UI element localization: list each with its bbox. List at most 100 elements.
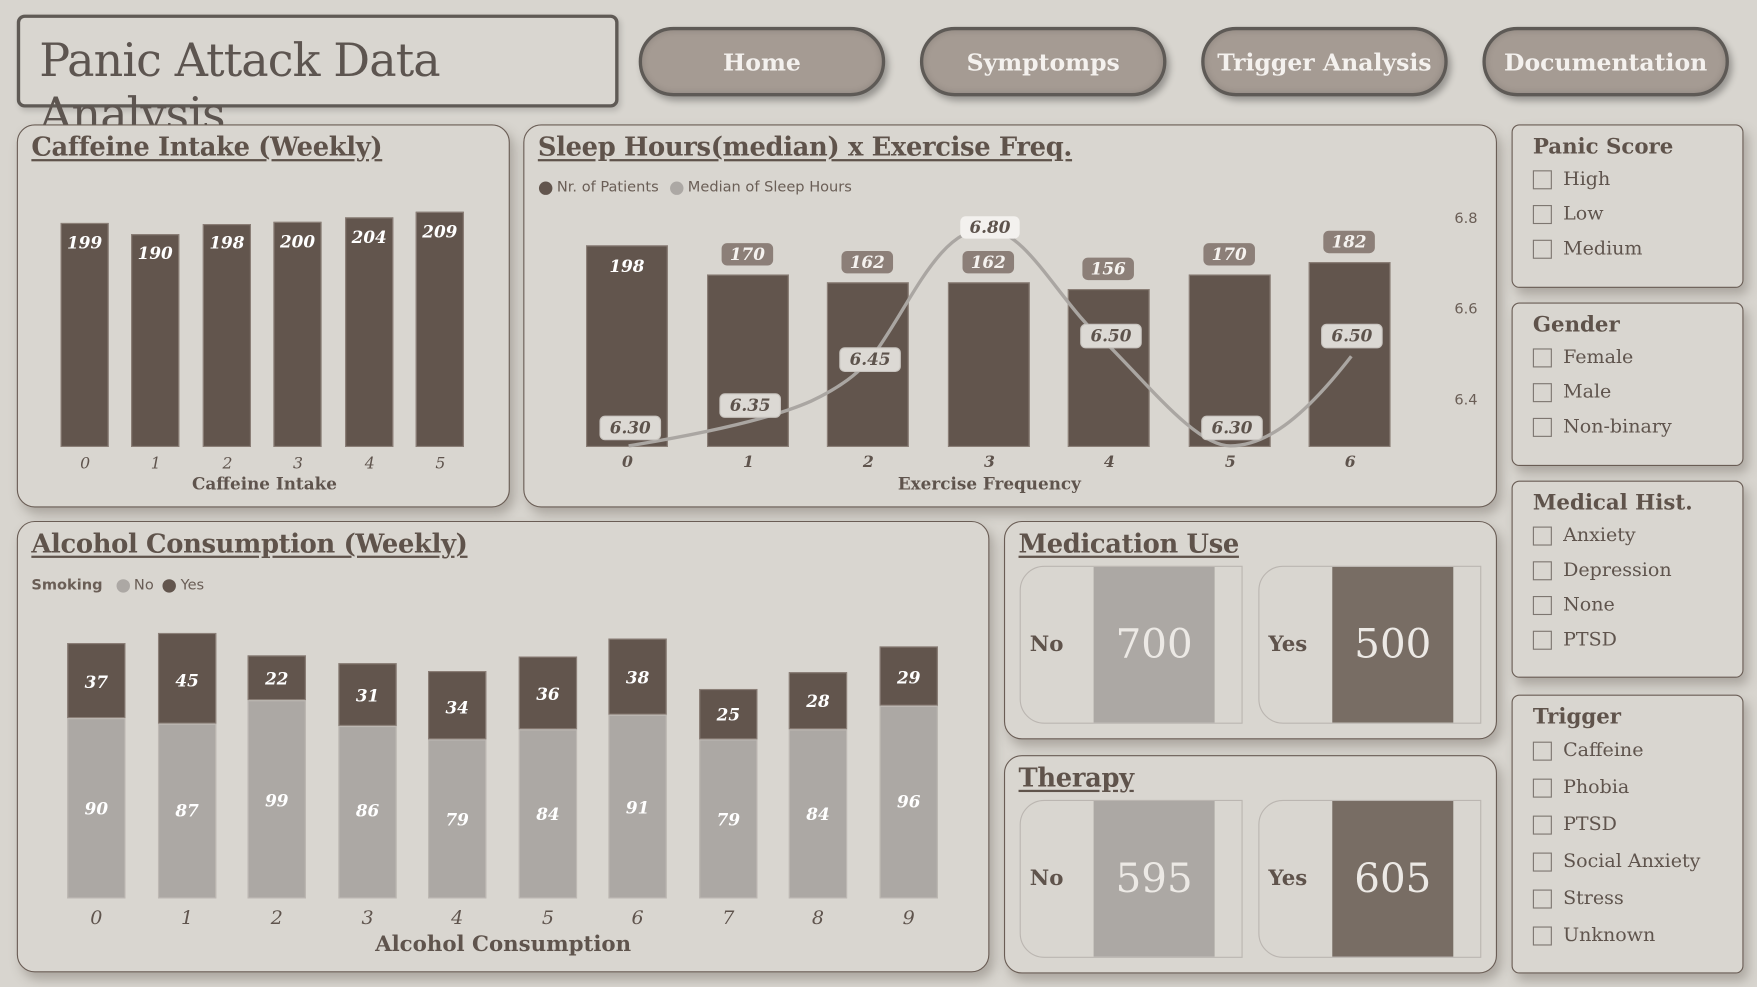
caffeine-bar-1[interactable] xyxy=(131,234,180,447)
alcohol-no-segment-8[interactable] xyxy=(788,729,848,899)
alcohol-no-segment-1[interactable] xyxy=(157,723,217,899)
checkbox[interactable] xyxy=(1532,630,1552,650)
x-axis-label: Exercise Frequency xyxy=(897,473,1081,495)
x-tick: 3 xyxy=(983,453,995,472)
slicer-option-phobia[interactable]: Phobia xyxy=(1532,776,1629,799)
alcohol-no-label: 84 xyxy=(536,804,560,825)
nav-documentation-button[interactable]: Documentation xyxy=(1482,26,1729,97)
card-value: 605 xyxy=(1332,801,1454,957)
checkbox[interactable] xyxy=(1532,560,1552,580)
alcohol-no-segment-6[interactable] xyxy=(608,714,667,899)
slicer-title: Panic Score xyxy=(1532,134,1674,160)
alcohol-yes-segment-4[interactable] xyxy=(428,671,487,740)
checkbox[interactable] xyxy=(1532,417,1552,437)
option-label: Caffeine xyxy=(1563,739,1644,762)
nav-symptoms-button[interactable]: Symptomps xyxy=(919,26,1167,97)
alcohol-yes-segment-1[interactable] xyxy=(157,632,217,724)
patients-bar-label: 198 xyxy=(609,256,645,277)
checkbox[interactable] xyxy=(1532,815,1552,835)
patients-bar-1[interactable] xyxy=(707,274,789,447)
caffeine-bar-4[interactable] xyxy=(345,217,394,447)
slicer-option-depression[interactable]: Depression xyxy=(1532,559,1672,581)
caffeine-bar-5[interactable] xyxy=(415,211,464,447)
slicer-option-low[interactable]: Low xyxy=(1532,203,1604,225)
x-tick: 0 xyxy=(90,907,103,930)
sleep-median-line xyxy=(628,226,1353,448)
slicer-option-ptsd[interactable]: PTSD xyxy=(1532,813,1617,836)
slicer-option-non-binary[interactable]: Non-binary xyxy=(1532,415,1672,439)
slicer-option-anxiety[interactable]: Anxiety xyxy=(1532,524,1636,547)
therapy-yes-card[interactable]: Yes 605 xyxy=(1258,799,1482,958)
x-tick: 2 xyxy=(270,907,283,930)
slicer-option-social-anxiety[interactable]: Social Anxiety xyxy=(1532,850,1700,873)
medication-yes-card[interactable]: Yes 500 xyxy=(1258,565,1482,724)
panic-score-slicer: Panic Score High Low Medium xyxy=(1511,124,1744,288)
checkbox[interactable] xyxy=(1532,851,1552,872)
alcohol-no-segment-0[interactable] xyxy=(67,718,126,899)
checkbox[interactable] xyxy=(1532,595,1552,615)
sleep-point-label: 6.80 xyxy=(960,216,1020,239)
alcohol-no-segment-3[interactable] xyxy=(338,725,397,899)
nav-home-button[interactable]: Home xyxy=(638,26,886,97)
therapy-title: Therapy xyxy=(1018,762,1135,794)
alcohol-yes-segment-8[interactable] xyxy=(788,672,848,730)
alcohol-yes-segment-9[interactable] xyxy=(879,646,938,706)
checkbox[interactable] xyxy=(1532,204,1552,224)
x-tick: 1 xyxy=(743,453,754,472)
option-label: Male xyxy=(1563,380,1612,404)
sleep-exercise-chart-panel: Sleep Hours(median) x Exercise Freq. Nr.… xyxy=(523,124,1497,508)
medication-no-card[interactable]: No 700 xyxy=(1019,565,1243,724)
slicer-option-none[interactable]: None xyxy=(1532,594,1615,616)
alcohol-yes-segment-0[interactable] xyxy=(67,643,126,719)
checkbox[interactable] xyxy=(1532,741,1552,761)
alcohol-no-segment-2[interactable] xyxy=(247,700,306,899)
option-label: Female xyxy=(1563,346,1634,369)
caffeine-bar-2[interactable] xyxy=(202,224,251,447)
patients-bar-0[interactable] xyxy=(586,245,668,447)
option-label: Stress xyxy=(1563,887,1624,910)
caffeine-bar-3[interactable] xyxy=(273,221,322,447)
checkbox[interactable] xyxy=(1532,525,1552,546)
alcohol-no-segment-5[interactable] xyxy=(518,729,578,899)
alcohol-yes-segment-3[interactable] xyxy=(338,663,397,726)
card-value: 500 xyxy=(1332,566,1454,723)
alcohol-yes-segment-7[interactable] xyxy=(699,688,758,740)
alcohol-yes-segment-5[interactable] xyxy=(518,656,578,730)
alcohol-no-segment-7[interactable] xyxy=(699,739,758,899)
slicer-option-high[interactable]: High xyxy=(1532,168,1610,190)
alcohol-no-segment-4[interactable] xyxy=(428,739,487,899)
patients-bar-3[interactable] xyxy=(947,282,1030,447)
slicer-option-ptsd[interactable]: PTSD xyxy=(1532,628,1617,651)
checkbox[interactable] xyxy=(1532,925,1552,945)
alcohol-no-segment-9[interactable] xyxy=(879,705,938,899)
y2-tick: 6.8 xyxy=(1454,210,1478,228)
nav-trigger-analysis-button[interactable]: Trigger Analysis xyxy=(1201,26,1448,97)
alcohol-yes-segment-6[interactable] xyxy=(608,638,667,715)
checkbox[interactable] xyxy=(1532,778,1552,798)
slicer-option-medium[interactable]: Medium xyxy=(1532,238,1642,260)
slicer-option-female[interactable]: Female xyxy=(1532,346,1634,369)
checkbox[interactable] xyxy=(1532,347,1552,367)
x-tick: 5 xyxy=(435,454,446,473)
patients-bar-6[interactable] xyxy=(1308,262,1391,447)
option-label: Non-binary xyxy=(1563,415,1672,439)
alcohol-no-label: 86 xyxy=(355,801,380,822)
medication-use-title: Medication Use xyxy=(1018,528,1240,560)
page-title-box: Panic Attack Data Analysis xyxy=(16,14,619,141)
caffeine-bar-0[interactable] xyxy=(60,222,109,447)
checkbox[interactable] xyxy=(1532,169,1552,189)
alcohol-yes-segment-2[interactable] xyxy=(247,655,306,701)
slicer-option-stress[interactable]: Stress xyxy=(1532,887,1624,910)
slicer-option-male[interactable]: Male xyxy=(1532,380,1612,404)
legend-title: Smoking xyxy=(31,576,103,594)
slicer-option-unknown[interactable]: Unknown xyxy=(1532,924,1655,947)
patients-bar-4[interactable] xyxy=(1067,289,1150,447)
checkbox[interactable] xyxy=(1532,382,1552,402)
checkbox[interactable] xyxy=(1532,239,1552,259)
checkbox[interactable] xyxy=(1532,888,1552,909)
x-tick: 5 xyxy=(541,907,554,930)
slicer-option-caffeine[interactable]: Caffeine xyxy=(1532,739,1644,762)
x-tick: 0 xyxy=(80,454,91,473)
sleep-point-label: 6.30 xyxy=(1201,415,1263,441)
therapy-no-card[interactable]: No 595 xyxy=(1019,799,1243,958)
